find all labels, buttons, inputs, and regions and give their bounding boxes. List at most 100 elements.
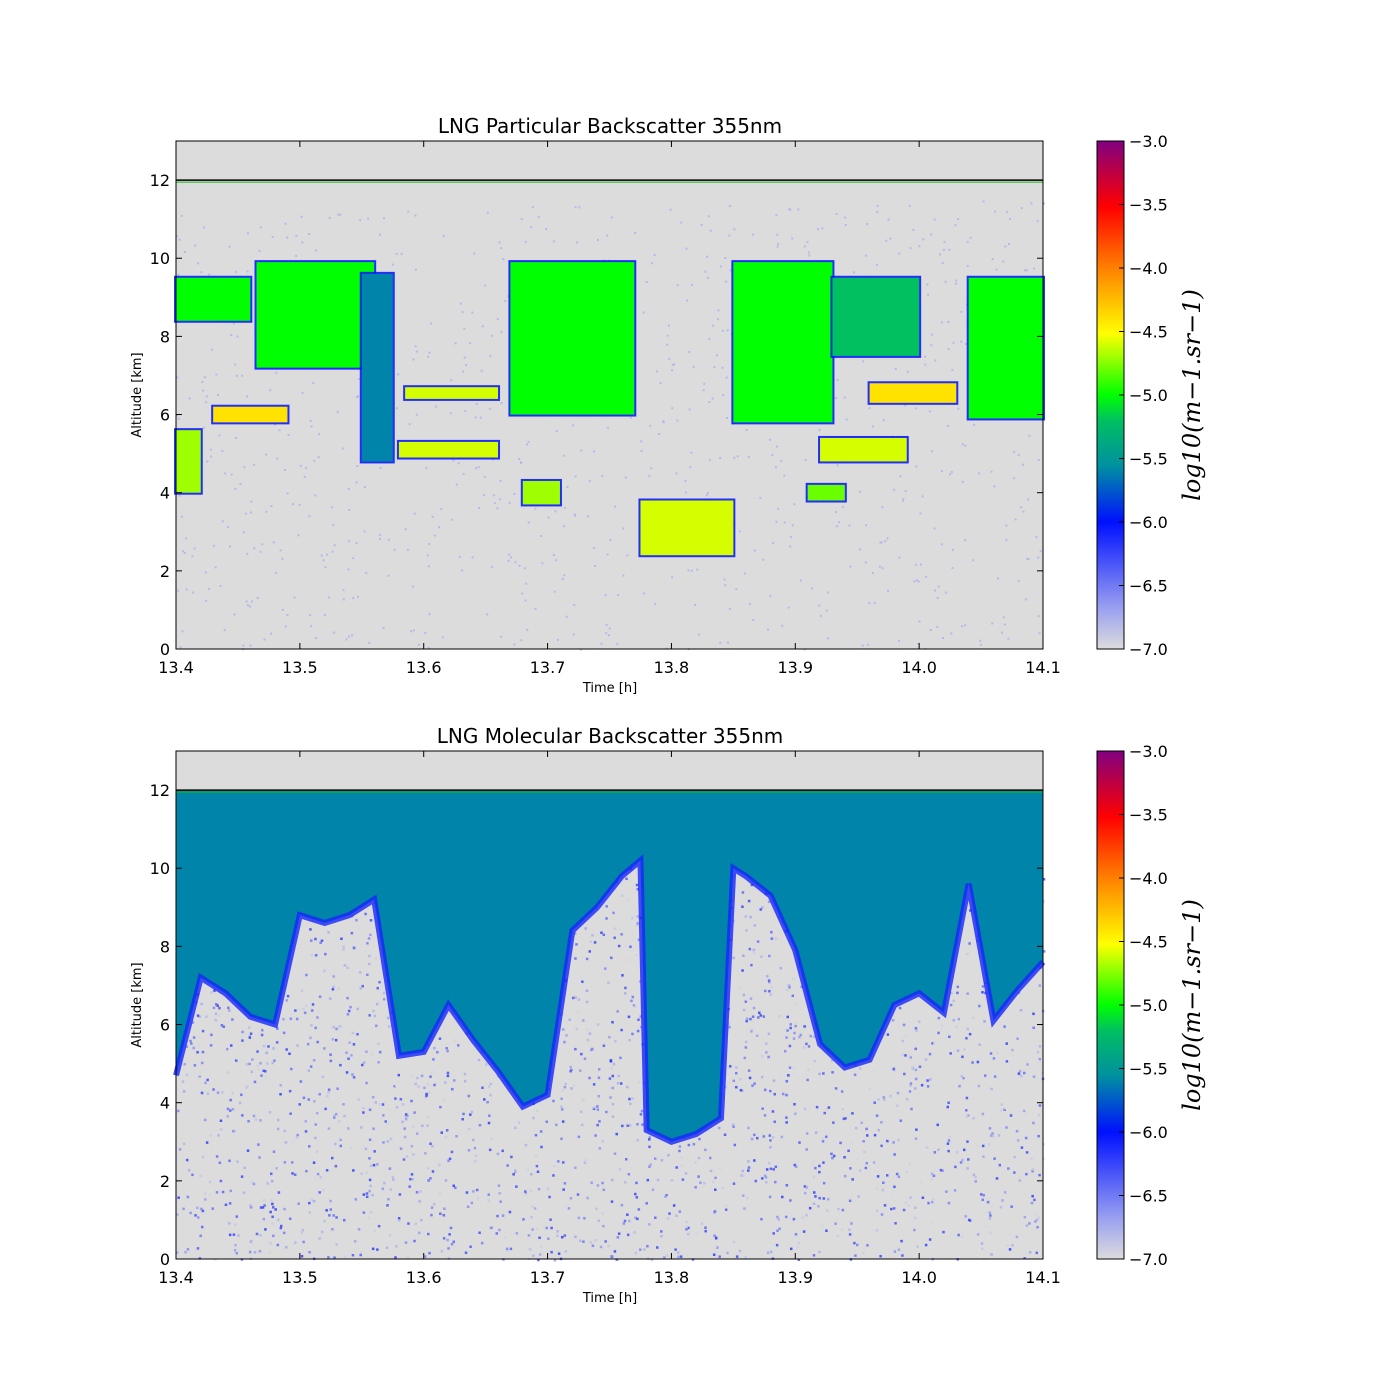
noise-point <box>191 1021 195 1024</box>
noise-point <box>643 1248 646 1251</box>
noise-point <box>788 1066 792 1069</box>
noise-point <box>182 1098 186 1101</box>
noise-point <box>1000 1103 1004 1106</box>
noise-point <box>298 1089 302 1093</box>
noise-point <box>937 1016 941 1020</box>
noise-point <box>530 1215 533 1219</box>
noise-point <box>486 211 489 214</box>
noise-point <box>429 1142 432 1145</box>
noise-point <box>656 1246 659 1249</box>
noise-point <box>307 1098 311 1101</box>
noise-point <box>894 1222 897 1225</box>
noise-point <box>569 1196 573 1200</box>
noise-point <box>501 1214 505 1217</box>
noise-point <box>808 251 811 254</box>
noise-point <box>194 1214 197 1217</box>
noise-point <box>798 1141 801 1144</box>
noise-point <box>926 1085 930 1088</box>
noise-point <box>418 1200 421 1203</box>
noise-point <box>973 423 976 426</box>
noise-point <box>203 1118 207 1122</box>
noise-point <box>199 1234 202 1238</box>
noise-point <box>962 1076 965 1080</box>
noise-point <box>1011 1048 1014 1052</box>
noise-point <box>243 1166 246 1170</box>
noise-point <box>649 424 652 427</box>
noise-point <box>908 1090 912 1093</box>
noise-point <box>967 1218 971 1222</box>
x-tick-label: 13.6 <box>406 1268 442 1287</box>
noise-point <box>1020 506 1023 509</box>
plot-frame <box>175 140 1044 650</box>
noise-point <box>272 541 275 544</box>
noise-point <box>245 600 248 603</box>
x-axis: 13.4 13.5 13.6 13.7 13.8 13.9 14.0 14.1 <box>158 141 1061 677</box>
noise-point <box>438 1037 442 1040</box>
noise-point <box>825 1229 828 1232</box>
noise-point <box>898 1006 902 1010</box>
noise-point <box>654 602 657 605</box>
noise-point <box>776 1215 779 1219</box>
noise-point <box>764 1176 768 1179</box>
noise-point <box>347 568 350 571</box>
noise-point <box>178 1148 182 1151</box>
noise-point <box>617 1232 621 1235</box>
noise-point <box>933 589 936 592</box>
noise-point <box>976 1089 980 1093</box>
noise-point <box>453 1039 457 1042</box>
noise-point <box>610 1200 614 1203</box>
noise-point <box>265 1076 268 1080</box>
noise-point <box>832 1121 835 1124</box>
noise-point <box>457 1044 460 1047</box>
noise-point <box>378 533 381 536</box>
noise-point <box>480 369 483 372</box>
noise-point <box>913 580 916 583</box>
noise-point <box>966 952 969 956</box>
noise-point <box>334 1142 337 1146</box>
noise-point <box>904 490 907 493</box>
noise-point <box>534 607 537 610</box>
noise-point <box>430 1213 433 1217</box>
y-tick-label: 8 <box>160 327 170 346</box>
colorbar-tick-label: −4.5 <box>1129 933 1168 952</box>
noise-point <box>886 537 889 540</box>
noise-point <box>530 1205 534 1208</box>
noise-point <box>296 1133 299 1137</box>
noise-point <box>942 1253 946 1257</box>
noise-point <box>431 1144 434 1148</box>
noise-point <box>500 330 503 333</box>
noise-point <box>258 249 261 252</box>
noise-point <box>266 1182 269 1185</box>
noise-point <box>719 641 722 644</box>
noise-point <box>239 482 242 485</box>
noise-point <box>563 1182 567 1185</box>
noise-point <box>227 1006 230 1010</box>
noise-point <box>538 1253 542 1256</box>
noise-point <box>210 455 213 458</box>
noise-point <box>645 281 648 284</box>
noise-point <box>270 505 273 508</box>
noise-point <box>918 1065 922 1069</box>
noise-point <box>297 1008 301 1012</box>
noise-point <box>702 389 705 392</box>
noise-point <box>909 1196 912 1199</box>
noise-point <box>643 592 646 595</box>
noise-point <box>780 459 783 462</box>
noise-point <box>980 643 983 646</box>
noise-point <box>509 1247 513 1251</box>
noise-point <box>265 453 268 456</box>
noise-point <box>330 1156 334 1160</box>
noise-point <box>841 505 844 508</box>
noise-point <box>442 1098 446 1101</box>
noise-point <box>978 472 981 475</box>
noise-point <box>673 363 676 366</box>
noise-point <box>276 1118 280 1122</box>
noise-point <box>313 1100 316 1103</box>
noise-point <box>805 1132 809 1135</box>
x-tick-label: 14.0 <box>901 658 937 677</box>
noise-point <box>259 550 262 553</box>
cloud-layer <box>832 277 920 356</box>
noise-point <box>331 1038 335 1041</box>
noise-point <box>461 311 464 314</box>
noise-point <box>537 1258 540 1262</box>
